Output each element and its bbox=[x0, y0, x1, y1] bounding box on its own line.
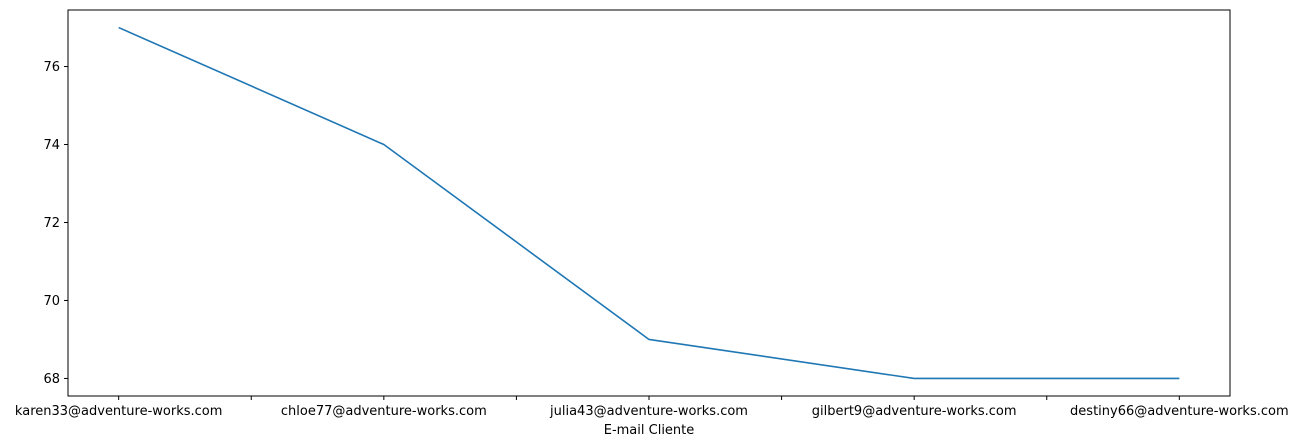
x-tick-label: julia43@adventure-works.com bbox=[549, 404, 748, 419]
plot-area bbox=[118, 26, 1180, 380]
x-tick-label: destiny66@adventure-works.com bbox=[1070, 404, 1289, 419]
x-tick-label: chloe77@adventure-works.com bbox=[281, 404, 487, 419]
series-line bbox=[118, 26, 1180, 380]
x-tick-label: karen33@adventure-works.com bbox=[15, 404, 222, 419]
y-tick-label: 72 bbox=[43, 216, 60, 231]
y-tick-label: 74 bbox=[43, 138, 60, 153]
x-tick-label: gilbert9@adventure-works.com bbox=[812, 404, 1017, 419]
y-axis: 68 70 72 74 76 bbox=[43, 60, 68, 387]
y-tick-label: 68 bbox=[43, 372, 60, 387]
plot-frame bbox=[67, 9, 1231, 397]
x-axis: karen33@adventure-works.com chloe77@adven… bbox=[15, 396, 1289, 419]
y-tick-label: 70 bbox=[43, 294, 60, 309]
y-tick-label: 76 bbox=[43, 60, 60, 75]
x-axis-title: E-mail Cliente bbox=[604, 423, 695, 438]
